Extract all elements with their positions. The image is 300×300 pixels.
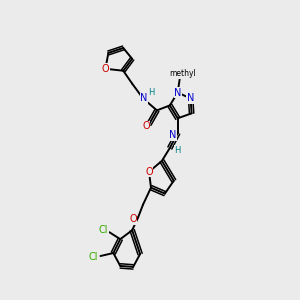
- Text: N: N: [187, 94, 194, 103]
- Text: N: N: [169, 130, 176, 140]
- Text: O: O: [129, 214, 137, 224]
- Text: H: H: [175, 146, 181, 154]
- Text: N: N: [140, 94, 148, 103]
- Text: methyl: methyl: [169, 69, 196, 78]
- Text: H: H: [148, 88, 154, 97]
- Text: Cl: Cl: [89, 252, 98, 262]
- Text: Cl: Cl: [99, 225, 108, 235]
- Text: N: N: [174, 88, 182, 98]
- Text: O: O: [145, 167, 153, 177]
- Text: O: O: [102, 64, 109, 74]
- Text: O: O: [142, 121, 150, 131]
